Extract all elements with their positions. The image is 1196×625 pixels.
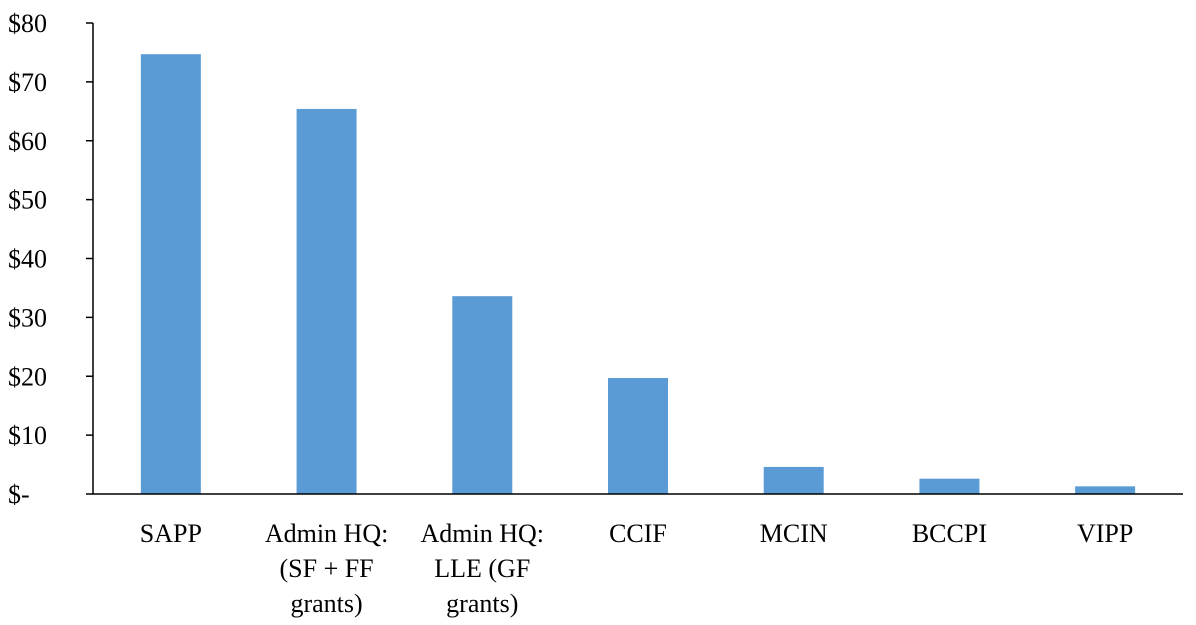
bar	[1075, 486, 1136, 494]
bar	[296, 108, 357, 495]
x-category-label-line: grants)	[446, 589, 518, 618]
x-category-label-line: grants)	[290, 589, 362, 618]
y-axis-ticks: $- $10 $20 $30 $40 $50 $60 $70 $80	[8, 9, 93, 509]
y-tick-label: $-	[8, 480, 30, 509]
x-category-label-line: Admin HQ:	[421, 519, 545, 548]
y-tick-label: $50	[8, 186, 47, 215]
x-category-label-line: Admin HQ:	[265, 519, 389, 548]
x-category-label: Admin HQ: LLE (GF grants)	[421, 519, 545, 618]
x-category-label: BCCPI	[912, 519, 987, 548]
bar	[608, 378, 668, 494]
y-tick-label: $10	[8, 421, 47, 450]
x-category-label-line: VIPP	[1077, 519, 1133, 548]
x-category-label-line: MCIN	[760, 519, 828, 548]
bar	[452, 296, 513, 494]
x-category-label: CCIF	[609, 519, 667, 548]
bar	[763, 466, 824, 494]
x-category-label: Admin HQ: (SF + FF grants)	[265, 519, 389, 618]
y-tick-label: $30	[8, 303, 47, 332]
x-category-label: SAPP	[140, 519, 202, 548]
x-category-label-line: (SF + FF	[279, 554, 373, 583]
x-category-label: MCIN	[760, 519, 828, 548]
y-tick-label: $60	[8, 127, 47, 156]
x-axis-labels: SAPP Admin HQ: (SF + FF grants) Admin HQ: LLE…	[140, 519, 1134, 618]
y-tick-label: $40	[8, 245, 47, 274]
y-tick-label: $20	[8, 362, 47, 391]
x-category-label-line: SAPP	[140, 519, 202, 548]
bars	[140, 54, 1136, 495]
x-category-label-line: LLE (GF	[434, 554, 530, 583]
y-tick-label: $80	[8, 9, 47, 38]
bar	[140, 54, 201, 495]
bar	[919, 478, 980, 494]
x-category-label: VIPP	[1077, 519, 1133, 548]
x-category-label-line: BCCPI	[912, 519, 987, 548]
y-tick-label: $70	[8, 68, 47, 97]
x-category-label-line: CCIF	[609, 519, 667, 548]
